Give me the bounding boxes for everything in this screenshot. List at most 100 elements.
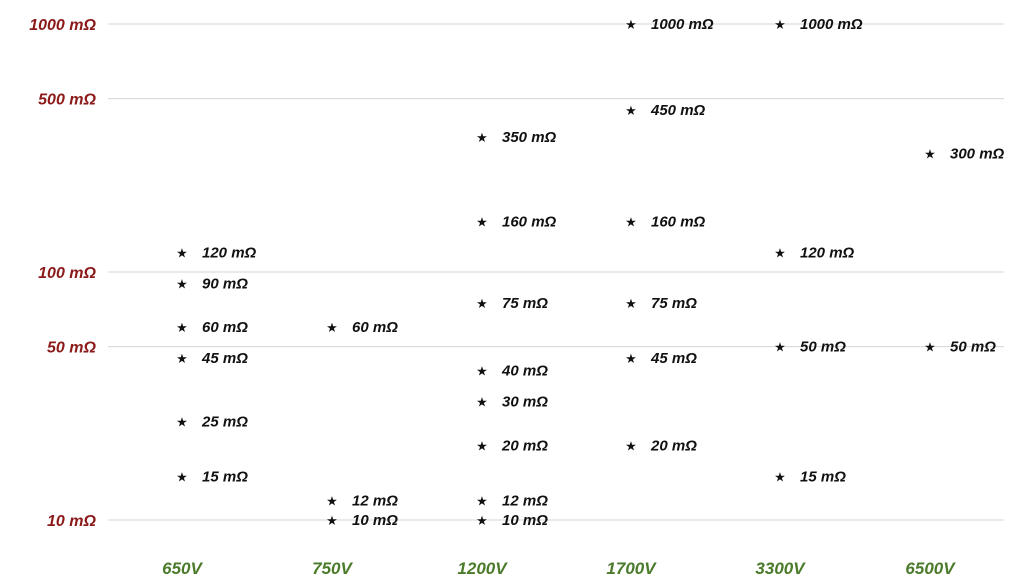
point-label: 50 mΩ [800, 339, 846, 356]
data-point: ★ 15 mΩ [774, 468, 846, 485]
star-marker: ★ [774, 340, 786, 355]
x-tick-label: 750V [312, 559, 353, 578]
data-point: ★ 25 mΩ [176, 413, 248, 430]
data-point: ★ 40 mΩ [476, 363, 548, 380]
data-point: ★ 350 mΩ [476, 129, 556, 146]
point-label: 350 mΩ [502, 129, 557, 146]
data-point: ★ 30 mΩ [476, 394, 548, 411]
point-label: 40 mΩ [501, 363, 548, 380]
data-point: ★ 160 mΩ [476, 213, 556, 230]
data-point: ★ 20 mΩ [476, 437, 548, 454]
data-point: ★ 450 mΩ [625, 102, 705, 119]
point-label: 10 mΩ [352, 512, 398, 529]
y-tick-label: 50 mΩ [47, 340, 96, 357]
data-point: ★ 12 mΩ [476, 492, 548, 509]
data-point: ★ 1000 mΩ [774, 16, 863, 33]
data-point: ★ 60 mΩ [326, 319, 398, 336]
x-tick-label: 6500V [905, 559, 956, 578]
star-marker: ★ [924, 147, 936, 162]
point-label: 60 mΩ [202, 319, 248, 336]
point-label: 1000 mΩ [651, 16, 714, 33]
point-label: 20 mΩ [650, 437, 697, 454]
star-marker: ★ [625, 103, 637, 118]
data-point: ★ 300 mΩ [924, 146, 1004, 163]
data-point: ★ 50 mΩ [924, 339, 996, 356]
data-point: ★ 12 mΩ [326, 492, 398, 509]
point-label: 20 mΩ [501, 437, 548, 454]
point-label: 160 mΩ [651, 213, 706, 230]
star-marker: ★ [176, 276, 188, 291]
x-tick-label: 1700V [606, 559, 657, 578]
data-point: ★ 120 mΩ [774, 244, 854, 261]
point-label: 120 mΩ [202, 244, 257, 261]
star-marker: ★ [176, 351, 188, 366]
data-point: ★ 160 mΩ [625, 213, 705, 230]
data-point: ★ 1000 mΩ [625, 16, 714, 33]
star-marker: ★ [326, 493, 338, 508]
star-marker: ★ [625, 296, 637, 311]
data-point: ★ 50 mΩ [774, 339, 846, 356]
star-marker: ★ [326, 320, 338, 335]
x-tick-label: 3300V [755, 559, 806, 578]
star-marker: ★ [774, 469, 786, 484]
data-point: ★ 15 mΩ [176, 468, 248, 485]
point-label: 75 mΩ [502, 295, 548, 312]
y-tick-label: 1000 mΩ [29, 17, 96, 34]
star-marker: ★ [476, 130, 488, 145]
star-marker: ★ [476, 438, 488, 453]
data-point: ★ 75 mΩ [476, 295, 548, 312]
y-axis-ticks: 10 mΩ 50 mΩ 100 mΩ 500 mΩ 1000 mΩ [29, 17, 96, 530]
data-point: ★ 120 mΩ [176, 244, 256, 261]
point-label: 15 mΩ [202, 468, 248, 485]
star-marker: ★ [774, 17, 786, 32]
data-points: ★ 120 mΩ ★ 90 mΩ ★ 60 mΩ ★ 45 mΩ ★ 25 mΩ ★ 15 mΩ ★ 60… [176, 16, 1004, 529]
gridlines [108, 23, 1004, 521]
star-marker: ★ [625, 351, 637, 366]
star-marker: ★ [625, 438, 637, 453]
star-marker: ★ [176, 320, 188, 335]
point-label: 300 mΩ [950, 146, 1005, 163]
y-tick-label: 100 mΩ [38, 265, 96, 282]
star-marker: ★ [476, 395, 488, 410]
data-point: ★ 10 mΩ [326, 512, 398, 529]
data-point: ★ 45 mΩ [176, 350, 248, 367]
point-label: 60 mΩ [352, 319, 398, 336]
y-tick-label: 500 mΩ [38, 92, 96, 109]
point-label: 25 mΩ [201, 413, 248, 430]
star-marker: ★ [476, 513, 488, 528]
point-label: 45 mΩ [650, 350, 697, 367]
x-tick-label: 1200V [457, 559, 508, 578]
x-tick-label: 650V [162, 559, 203, 578]
star-marker: ★ [326, 513, 338, 528]
point-label: 30 mΩ [502, 394, 548, 411]
point-label: 120 mΩ [800, 244, 855, 261]
point-label: 10 mΩ [502, 512, 548, 529]
star-marker: ★ [176, 245, 188, 260]
data-point: ★ 10 mΩ [476, 512, 548, 529]
star-marker: ★ [625, 214, 637, 229]
star-marker: ★ [476, 296, 488, 311]
point-label: 50 mΩ [950, 339, 996, 356]
star-marker: ★ [476, 364, 488, 379]
x-axis-ticks: 650V 750V 1200V 1700V 3300V 6500V [162, 559, 956, 578]
star-marker: ★ [176, 469, 188, 484]
point-label: 45 mΩ [201, 350, 248, 367]
point-label: 90 mΩ [202, 275, 248, 292]
star-marker: ★ [774, 245, 786, 260]
point-label: 12 mΩ [352, 492, 398, 509]
data-point: ★ 45 mΩ [625, 350, 697, 367]
star-marker: ★ [625, 17, 637, 32]
star-marker: ★ [176, 414, 188, 429]
star-marker: ★ [924, 340, 936, 355]
data-point: ★ 75 mΩ [625, 295, 697, 312]
data-point: ★ 60 mΩ [176, 319, 248, 336]
star-marker: ★ [476, 214, 488, 229]
star-marker: ★ [476, 493, 488, 508]
point-label: 160 mΩ [502, 213, 557, 230]
point-label: 75 mΩ [651, 295, 697, 312]
point-label: 12 mΩ [502, 492, 548, 509]
point-label: 1000 mΩ [800, 16, 863, 33]
data-point: ★ 90 mΩ [176, 275, 248, 292]
data-point: ★ 20 mΩ [625, 437, 697, 454]
